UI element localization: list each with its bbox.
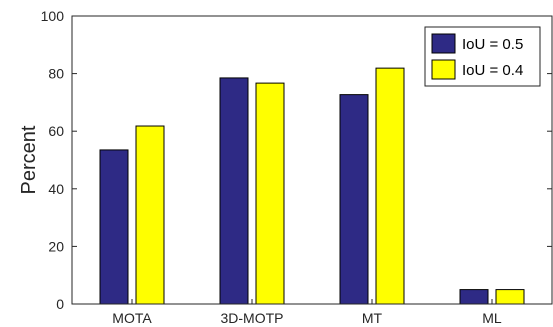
y-tick-label: 20 [48,238,64,254]
x-tick-label: MOTA [112,310,152,326]
x-tick-label: ML [482,310,502,326]
y-tick-label: 80 [48,66,64,82]
bar-ml-series-1 [459,289,489,305]
bar-ml-series-2 [495,289,525,305]
legend-swatch-iou-0-4 [431,59,456,80]
legend-swatch-iou-0-5 [431,33,456,54]
y-tick-label: 40 [48,181,64,197]
legend-label-iou-0-4: IoU = 0.4 [462,62,523,79]
x-tick-label: MT [362,310,383,326]
bar-3d-motp-series-2 [255,82,285,305]
bar-mt-series-1 [339,94,369,305]
bar-3d-motp-series-1 [219,77,249,305]
x-axis: MOTA 3D-MOTP MT ML [112,299,502,326]
y-axis-title: Percent [18,125,40,194]
y-tick-label: 60 [48,123,64,139]
y-tick-label: 0 [56,296,64,312]
bar-mota-series-1 [99,149,129,305]
x-tick-label: 3D-MOTP [221,310,284,326]
bars-group [99,67,525,305]
legend-label-iou-0-5: IoU = 0.5 [462,36,523,53]
bar-mt-series-2 [375,67,405,305]
y-tick-label: 100 [41,8,65,24]
bar-mota-series-2 [135,125,165,305]
plot-frame [71,15,553,305]
legend: IoU = 0.5 IoU = 0.4 [424,26,541,87]
y-axis: 0 20 40 60 80 100 [41,8,552,312]
